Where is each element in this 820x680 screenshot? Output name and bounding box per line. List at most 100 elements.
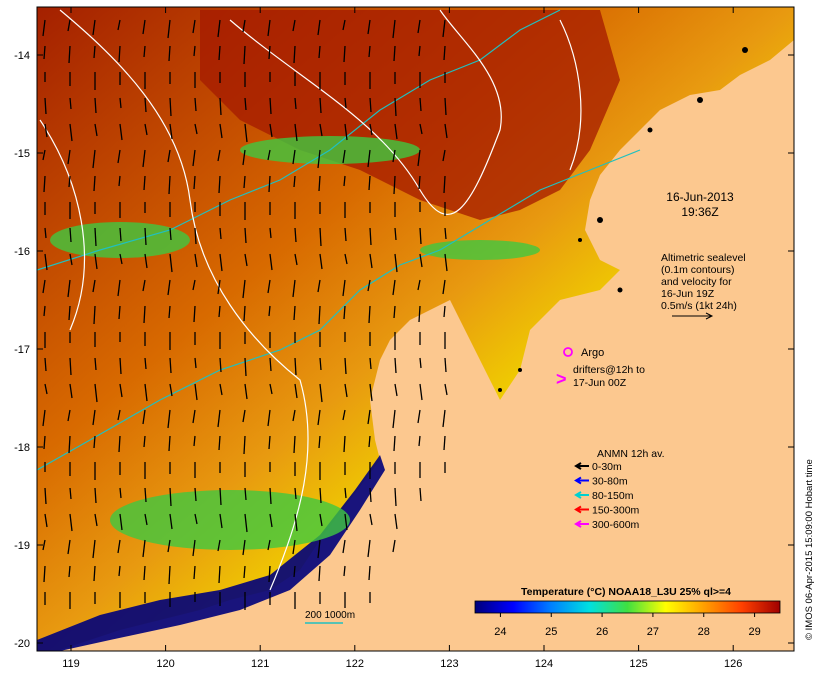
velocity-vector bbox=[92, 279, 96, 293]
velocity-vector bbox=[343, 435, 346, 453]
altimetry-contours bbox=[39, 9, 582, 591]
velocity-vector bbox=[369, 487, 372, 503]
velocity-vector bbox=[143, 435, 146, 448]
velocity-vector bbox=[342, 279, 346, 297]
anmn-legend-arrow-head bbox=[574, 520, 582, 528]
bathy-label: 200 1000m bbox=[305, 610, 355, 621]
altimetry-line: 16-Jun 19Z bbox=[661, 288, 715, 300]
velocity-vector bbox=[319, 97, 322, 114]
velocity-vector bbox=[117, 539, 121, 554]
velocity-vector bbox=[219, 357, 222, 373]
velocity-vector bbox=[193, 45, 196, 57]
velocity-vector bbox=[269, 123, 273, 138]
velocity-vector bbox=[142, 19, 146, 35]
velocity-vector bbox=[218, 565, 221, 584]
velocity-vector bbox=[144, 383, 148, 402]
velocity-vector bbox=[119, 513, 123, 531]
velocity-vector bbox=[319, 357, 322, 371]
velocity-vector bbox=[144, 487, 147, 503]
velocity-vector bbox=[394, 97, 397, 117]
velocity-vector bbox=[194, 227, 197, 245]
velocity-vector bbox=[392, 149, 396, 163]
velocity-vector bbox=[194, 123, 198, 135]
velocity-vector bbox=[244, 123, 248, 143]
x-tick-label: 125 bbox=[629, 658, 647, 670]
colorbar-title: Temperature (°C) NOAA18_L3U 25% ql>=4 bbox=[521, 586, 731, 598]
velocity-vector bbox=[268, 175, 271, 193]
velocity-vector bbox=[369, 357, 372, 370]
velocity-vector bbox=[344, 97, 347, 109]
velocity-vector bbox=[369, 383, 373, 402]
velocity-vector bbox=[93, 435, 96, 449]
velocity-vector bbox=[43, 305, 46, 317]
velocity-vector bbox=[117, 279, 121, 297]
velocity-vector bbox=[318, 45, 321, 59]
velocity-vector bbox=[294, 97, 297, 110]
velocity-vector bbox=[344, 383, 348, 398]
velocity-vector bbox=[144, 123, 148, 136]
argo-label: Argo bbox=[581, 347, 604, 359]
velocity-vector bbox=[169, 227, 172, 241]
velocity-vector bbox=[92, 409, 96, 426]
velocity-vector bbox=[219, 513, 223, 529]
velocity-vector bbox=[142, 409, 146, 425]
x-tick-label: 126 bbox=[724, 658, 742, 670]
velocity-vector bbox=[268, 45, 271, 60]
velocity-vector bbox=[67, 149, 71, 165]
velocity-vector bbox=[292, 19, 296, 32]
velocity-vector bbox=[192, 19, 196, 34]
velocity-vector bbox=[169, 487, 172, 507]
velocity-vector bbox=[318, 565, 321, 582]
velocity-vector bbox=[168, 435, 171, 452]
velocity-vector bbox=[44, 227, 47, 239]
velocity-vector bbox=[367, 409, 371, 425]
velocity-vector bbox=[144, 227, 147, 246]
velocity-vector bbox=[44, 383, 48, 395]
velocity-vector bbox=[143, 45, 146, 58]
velocity-vector bbox=[219, 487, 222, 506]
velocity-vector bbox=[343, 565, 346, 577]
velocity-vector bbox=[219, 123, 223, 139]
velocity-vector bbox=[168, 45, 171, 62]
velocity-vector bbox=[417, 279, 421, 291]
velocity-vector bbox=[92, 19, 96, 36]
velocity-vector bbox=[94, 227, 97, 247]
velocity-vector bbox=[167, 149, 171, 163]
velocity-vector bbox=[193, 565, 196, 580]
anmn-legend-label: 150-300m bbox=[592, 505, 640, 517]
y-tick-label: -16 bbox=[14, 246, 30, 258]
velocity-vector bbox=[42, 149, 46, 161]
velocity-vector bbox=[318, 435, 321, 449]
velocity-vector bbox=[169, 253, 173, 273]
velocity-vector bbox=[344, 513, 348, 531]
velocity-vector bbox=[117, 409, 121, 421]
velocity-vector bbox=[243, 45, 246, 65]
y-tick-label: -18 bbox=[14, 442, 30, 454]
velocity-vector bbox=[267, 539, 271, 551]
colorbar-tick-label: 26 bbox=[596, 626, 608, 638]
velocity-vector bbox=[192, 149, 196, 167]
colorbar-tick-label: 25 bbox=[545, 626, 557, 638]
velocity-vector bbox=[94, 97, 97, 114]
velocity-vector bbox=[69, 253, 73, 266]
velocity-vector bbox=[392, 409, 396, 429]
velocity-vector bbox=[69, 383, 73, 399]
velocity-vector bbox=[318, 175, 321, 192]
velocity-vector bbox=[242, 539, 246, 556]
velocity-vector bbox=[242, 279, 246, 299]
velocity-vector bbox=[393, 435, 396, 452]
velocity-vector bbox=[319, 253, 323, 270]
velocity-vectors bbox=[42, 19, 448, 610]
velocity-vector bbox=[269, 383, 273, 395]
velocity-vector bbox=[419, 97, 422, 112]
velocity-vector bbox=[267, 409, 271, 427]
velocity-vector bbox=[168, 175, 171, 195]
velocity-vector bbox=[294, 383, 298, 399]
velocity-vector bbox=[217, 149, 221, 162]
velocity-vector bbox=[218, 305, 221, 318]
velocity-vector bbox=[144, 513, 148, 526]
velocity-vector bbox=[193, 435, 196, 447]
velocity-vector bbox=[394, 227, 397, 241]
velocity-vector bbox=[243, 175, 246, 189]
